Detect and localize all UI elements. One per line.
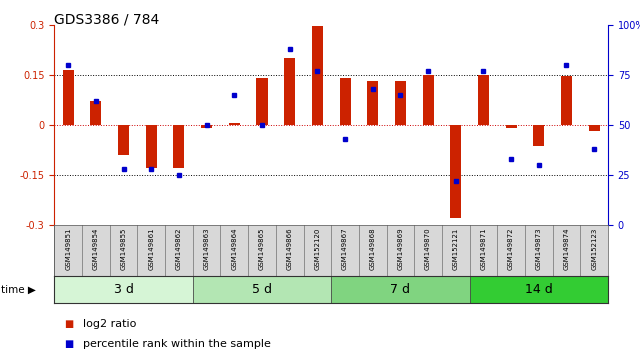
Bar: [284, 58, 295, 125]
Bar: [312, 27, 323, 125]
Text: 5 d: 5 d: [252, 283, 272, 296]
Text: time ▶: time ▶: [1, 285, 36, 295]
Text: GSM149869: GSM149869: [397, 227, 403, 270]
Bar: [54, 276, 193, 303]
Text: GSM149862: GSM149862: [176, 227, 182, 270]
Bar: [395, 81, 406, 125]
Bar: [367, 81, 378, 125]
Bar: [561, 76, 572, 125]
Bar: [201, 125, 212, 128]
Bar: [173, 125, 184, 168]
Text: percentile rank within the sample: percentile rank within the sample: [83, 339, 271, 349]
Text: ■: ■: [64, 319, 73, 329]
Bar: [533, 125, 545, 147]
Bar: [63, 70, 74, 125]
Bar: [118, 125, 129, 155]
Text: GSM152120: GSM152120: [314, 227, 321, 270]
Text: 7 d: 7 d: [390, 283, 410, 296]
Text: GSM149871: GSM149871: [481, 227, 486, 270]
Text: GSM149873: GSM149873: [536, 227, 542, 270]
Bar: [506, 125, 516, 128]
Text: GSM149855: GSM149855: [120, 227, 127, 270]
Text: GSM149861: GSM149861: [148, 227, 154, 270]
Text: GSM149870: GSM149870: [425, 227, 431, 270]
Bar: [228, 123, 240, 125]
Text: GSM149872: GSM149872: [508, 227, 514, 270]
Text: GSM149864: GSM149864: [231, 227, 237, 270]
Text: GDS3386 / 784: GDS3386 / 784: [54, 12, 159, 27]
Text: GSM149874: GSM149874: [563, 227, 570, 270]
Text: GSM149868: GSM149868: [370, 227, 376, 270]
Text: GSM149867: GSM149867: [342, 227, 348, 270]
Text: 3 d: 3 d: [114, 283, 134, 296]
Bar: [450, 125, 461, 218]
Bar: [332, 276, 470, 303]
Text: ■: ■: [64, 339, 73, 349]
Text: GSM149863: GSM149863: [204, 227, 210, 270]
Bar: [478, 75, 489, 125]
Bar: [470, 276, 608, 303]
Text: log2 ratio: log2 ratio: [83, 319, 136, 329]
Text: GSM149854: GSM149854: [93, 227, 99, 270]
Bar: [257, 78, 268, 125]
Text: GSM149866: GSM149866: [287, 227, 292, 270]
Text: 14 d: 14 d: [525, 283, 553, 296]
Text: GSM149865: GSM149865: [259, 227, 265, 270]
Bar: [422, 75, 434, 125]
Text: GSM149851: GSM149851: [65, 227, 71, 270]
Text: GSM152123: GSM152123: [591, 227, 597, 270]
Bar: [146, 125, 157, 168]
Bar: [193, 276, 332, 303]
Bar: [589, 125, 600, 131]
Bar: [90, 102, 102, 125]
Bar: [339, 78, 351, 125]
Text: GSM152121: GSM152121: [452, 227, 459, 270]
